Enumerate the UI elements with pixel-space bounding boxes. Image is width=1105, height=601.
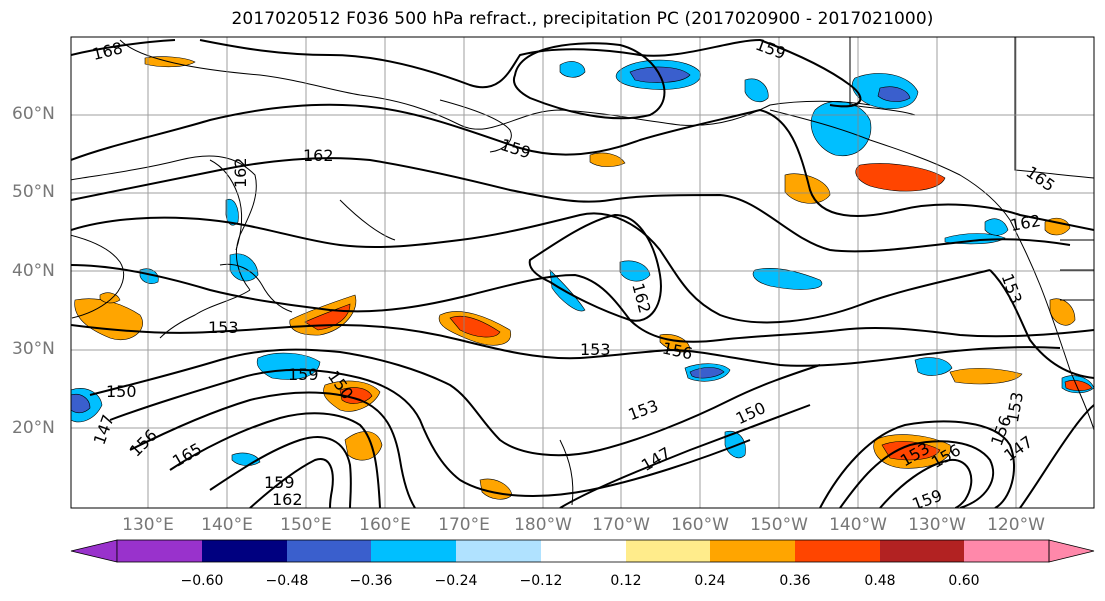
map-area: 168 159 162 159 165 162 153 153 156 153 …	[71, 37, 1094, 509]
colorbar-segment	[964, 540, 1049, 562]
lat-label: 40°N	[12, 261, 55, 281]
map-frame	[70, 36, 1095, 509]
precip-blob	[344, 431, 383, 461]
lon-label: 140°E	[201, 515, 253, 535]
colorbar-extend-right	[1048, 539, 1095, 563]
precip-blob	[589, 152, 626, 167]
precip-blob	[71, 393, 91, 414]
precip-blob	[339, 387, 373, 404]
lon-label: 140°W	[829, 515, 887, 535]
refractivity-contours	[71, 39, 1094, 508]
colorbar-tick-label: 0.60	[948, 573, 980, 589]
lon-label: 170°W	[592, 515, 650, 535]
lon-label: 160°E	[359, 515, 411, 535]
lon-label: 130°E	[122, 515, 174, 535]
precip-blob	[559, 61, 586, 78]
contour-label: 150	[106, 382, 137, 401]
graticule	[71, 37, 1094, 508]
precip-blob	[877, 86, 911, 102]
colorbar	[70, 539, 1095, 563]
precip-blob	[949, 368, 1023, 385]
lat-label: 30°N	[12, 339, 55, 359]
contour-label: 162	[303, 146, 334, 165]
contour-label: 153	[580, 340, 611, 359]
colorbar-tick-label: −0.12	[519, 573, 563, 589]
colorbar-segment	[541, 540, 626, 562]
precip-blob	[549, 269, 586, 312]
precip-blob	[225, 198, 239, 226]
colorbar-segment	[202, 540, 287, 562]
contour-label: 162	[231, 157, 250, 188]
precip-blob	[744, 78, 769, 103]
lon-label: 120°W	[987, 515, 1045, 535]
lon-label: 180°W	[514, 515, 572, 535]
precip-blob	[449, 315, 501, 338]
colorbar-tick-label: −0.60	[180, 573, 224, 589]
colorbar-extend-left	[70, 539, 118, 563]
lat-label: 50°N	[12, 182, 55, 202]
precip-blob	[914, 357, 953, 376]
colorbar-segment	[626, 540, 710, 562]
precip-shading	[71, 56, 1094, 500]
colorbar-tick-label: −0.48	[265, 573, 309, 589]
colorbar-segment	[795, 540, 880, 562]
contour-label: 153	[208, 318, 239, 337]
precip-blob	[1044, 217, 1071, 236]
precip-blob	[984, 218, 1009, 236]
lon-label: 150°W	[750, 515, 808, 535]
lon-label: 170°E	[438, 515, 490, 535]
map-title: 2017020512 F036 500 hPa refract., precip…	[231, 9, 934, 29]
colorbar-tick-label: 0.24	[694, 573, 726, 589]
contour-label: 159	[264, 473, 295, 492]
colorbar-tick-label: 0.48	[864, 573, 896, 589]
colorbar-tick-label: 0.36	[779, 573, 811, 589]
colorbar-segment	[117, 540, 202, 562]
lon-label: 160°W	[671, 515, 729, 535]
colorbar-segment	[287, 540, 371, 562]
lat-label: 60°N	[12, 104, 55, 124]
precip-blob	[752, 268, 823, 290]
precip-blob	[784, 173, 831, 204]
colorbar-tick-label: −0.24	[434, 573, 478, 589]
colorbar-tick-label: 0.12	[610, 573, 642, 589]
colorbar-segment	[710, 540, 795, 562]
lat-label: 20°N	[12, 418, 55, 438]
colorbar-tick-label: −0.36	[349, 573, 393, 589]
precip-blob	[881, 441, 941, 461]
colorbar-segment	[371, 540, 456, 562]
contour-label: 162	[272, 490, 303, 509]
lon-label: 130°W	[908, 515, 966, 535]
precip-blob	[689, 367, 725, 379]
colorbar-segment	[880, 540, 964, 562]
contour-label: 159	[288, 365, 319, 384]
lon-label: 150°E	[280, 515, 332, 535]
precip-blob	[256, 352, 321, 380]
colorbar-segment	[456, 540, 541, 562]
